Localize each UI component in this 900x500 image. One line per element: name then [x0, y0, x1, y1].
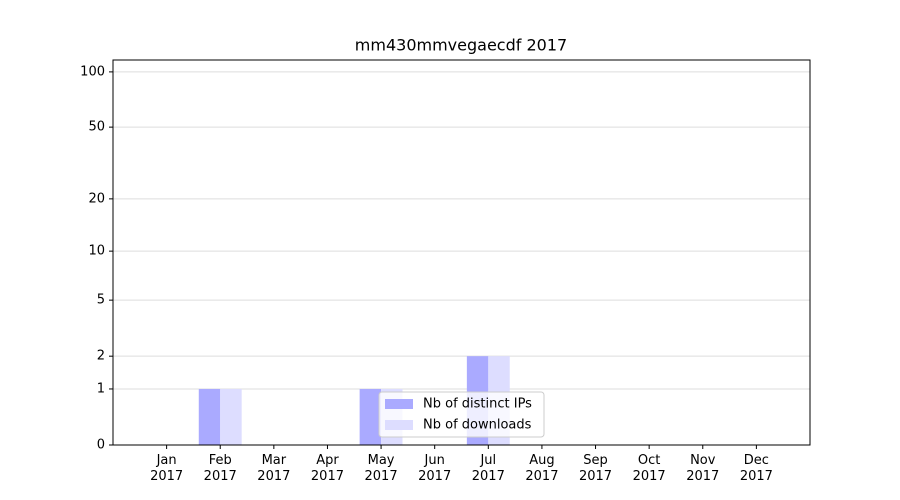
y-tick-label: 20 [88, 191, 105, 206]
legend: Nb of distinct IPs Nb of downloads [378, 391, 545, 438]
bar [220, 388, 242, 445]
legend-swatch [385, 420, 413, 430]
x-tick-label: Nov 2017 [686, 453, 720, 484]
x-tick-label: Apr 2017 [310, 453, 344, 484]
legend-box [378, 391, 545, 438]
y-tick-label: 50 [88, 120, 105, 135]
x-tick-label: Mar 2017 [257, 453, 291, 484]
bar [359, 388, 382, 445]
y-tick-label: 2 [97, 349, 105, 364]
x-tick-label: Sep 2017 [578, 453, 613, 484]
legend-label: Nb of downloads [423, 418, 532, 433]
x-tick-label: Dec 2017 [739, 453, 773, 484]
chart-title: mm430mmvegaecdf 2017 [355, 36, 567, 55]
x-tick-label: Feb 2017 [203, 453, 237, 484]
y-tick-label: 0 [97, 438, 105, 453]
y-tick-label: 1 [97, 381, 105, 396]
y-tick-label: 100 [80, 64, 105, 79]
x-tick-label: Aug 2017 [525, 453, 559, 484]
y-tick-label: 10 [88, 244, 105, 259]
x-tick-label: May 2017 [364, 453, 398, 484]
x-tick-label: Jan 2017 [150, 453, 184, 484]
bar [198, 388, 221, 445]
plot-frame [112, 59, 811, 446]
x-tick-label: Jul 2017 [471, 453, 505, 484]
x-tick-label: Oct 2017 [632, 453, 666, 484]
x-tick-label: Jun 2017 [418, 453, 452, 484]
legend-swatch [385, 399, 413, 409]
legend-label: Nb of distinct IPs [423, 397, 532, 412]
y-tick-label: 5 [97, 293, 105, 308]
